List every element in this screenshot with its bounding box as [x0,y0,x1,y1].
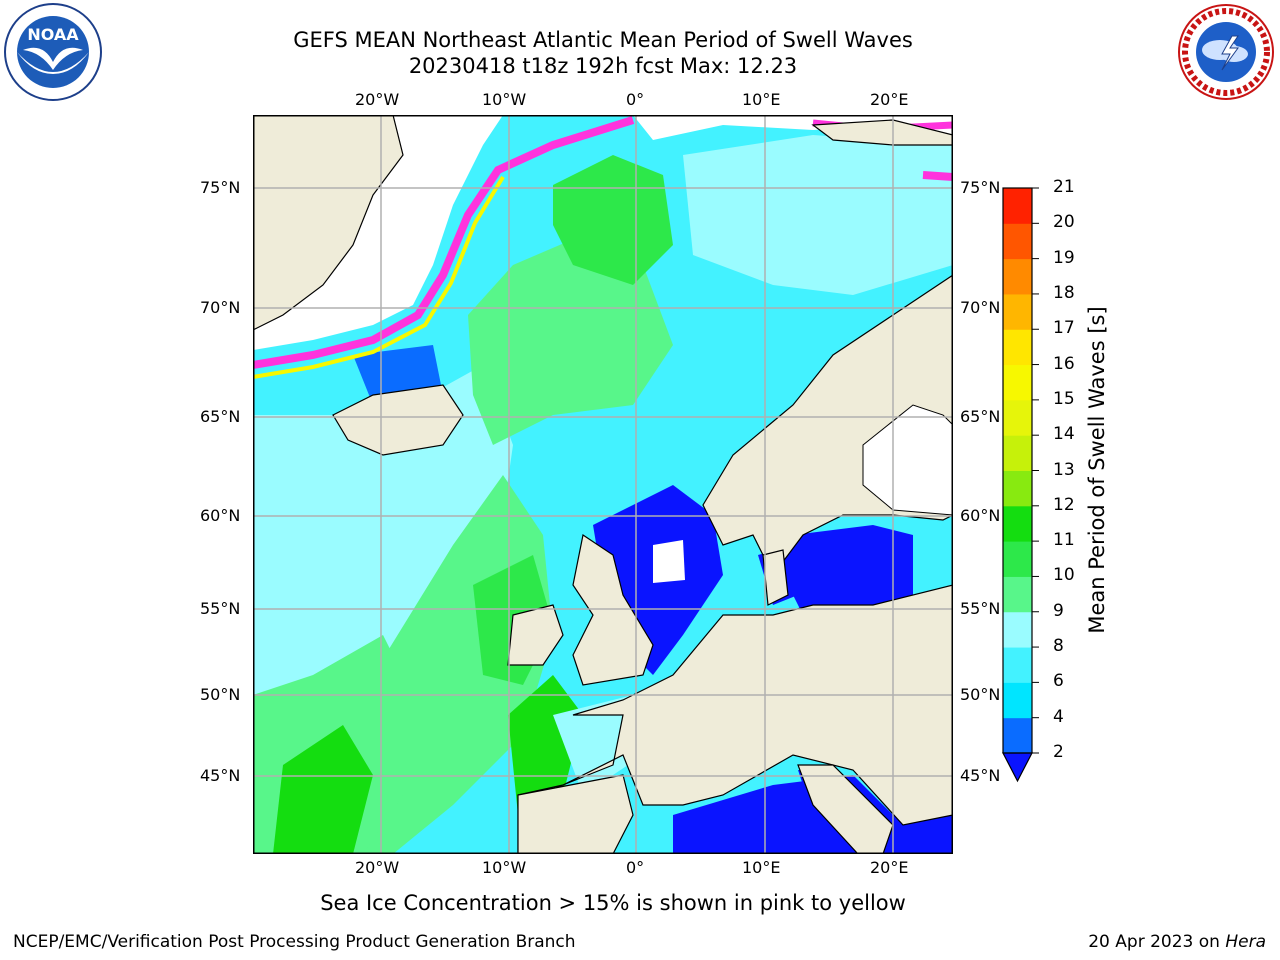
colorbar-under-arrow [1002,752,1033,783]
colorbar-segment [1003,329,1032,366]
lat-label-left-50n: 50°N [200,685,241,704]
colorbar-segment [1003,188,1032,224]
colorbar-segment [1003,399,1032,436]
colorbar-tick-label: 15 [1053,388,1075,409]
colorbar-segment [1003,576,1032,613]
colorbar-tick-label: 20 [1053,212,1075,233]
lon-label-top-10w: 10°W [482,90,527,109]
lon-label-top-20e: 20°E [870,90,909,109]
sea-ice-edge-greenland-yellow [253,175,505,379]
colorbar-tick-label: 17 [1053,318,1075,339]
colorbar-tick-label: 9 [1053,600,1064,621]
lat-label-left-75n: 75°N [200,178,241,197]
colorbar-tick-label: 6 [1053,671,1064,692]
colorbar-tick-label: 13 [1053,459,1075,480]
colorbar-segment [1003,717,1032,754]
lat-label-right-50n: 50°N [960,685,1001,704]
colorbar-segment [1003,470,1032,507]
land-great-britain [572,534,654,686]
colorbar-tick-label: 2 [1053,742,1064,762]
land-finland-lake [862,404,953,516]
lon-label-bottom-20w: 20°W [355,858,400,877]
colorbar-tick-label: 14 [1053,424,1075,445]
lat-label-right-55n: 55°N [960,599,1001,618]
lat-label-right-45n: 45°N [960,766,1001,785]
noaa-logo: NOAA [3,2,103,102]
chart-subtitle: 20230418 t18z 192h fcst Max: 12.23 [408,54,798,78]
field-light-cyan-barents [683,135,953,295]
colorbar-segment [1003,541,1032,577]
colorbar-tick-label: 11 [1053,530,1075,551]
sea-ice-edge-greenland [253,116,635,369]
colorbar-tick-label: 4 [1053,706,1064,727]
lat-label-left-60n: 60°N [200,506,241,525]
graticule [253,115,953,854]
lat-label-left-65n: 65°N [200,407,241,426]
colorbar-segment [1003,364,1032,401]
stamp-date: 20 Apr 2023 on [1088,932,1220,952]
lon-label-top-20w: 20°W [355,90,400,109]
date-stamp: 20 Apr 2023 on Hera [1088,932,1266,952]
colorbar-tick-label: 16 [1053,353,1075,374]
svg-text:NOAA: NOAA [27,25,79,44]
lat-label-right-65n: 65°N [960,407,1001,426]
land-italy [797,764,894,854]
field-cyan-bay-biscay [553,695,643,795]
colorbar-tick-label: 8 [1053,636,1064,657]
colorbar-tick-label: 21 [1053,177,1075,197]
land-denmark [762,549,789,606]
field-green-norwegian [468,235,673,445]
land-greenland [253,115,404,331]
lat-label-right-70n: 70°N [960,298,1001,317]
credit-text: NCEP/EMC/Verification Post Processing Pr… [13,932,576,952]
colorbar-segment [1003,505,1032,542]
nws-logo [1176,2,1276,102]
lon-label-bottom-0: 0° [626,858,645,877]
colorbar-segment [1003,293,1032,330]
sea-ice-note: Sea Ice Concentration > 15% is shown in … [320,891,906,915]
lat-label-left-70n: 70°N [200,298,241,317]
sea-ice-edge-east [922,171,953,181]
lat-label-left-55n: 55°N [200,599,241,618]
colorbar-segment [1003,682,1032,719]
colorbar-tick-label: 10 [1053,565,1075,586]
field-bright-green-south [508,675,583,815]
colorbar-segment [1003,258,1032,295]
land-iberia [517,774,634,854]
colorbar-label: Mean Period of Swell Waves [s] [1085,306,1109,634]
colorbar-segment [1003,647,1032,683]
lon-label-top-0: 0° [626,90,645,109]
colorbar [1002,187,1039,783]
colorbar-segment [1003,435,1032,471]
lat-label-right-60n: 60°N [960,506,1001,525]
north-sea-ice-white [653,540,685,583]
colorbar-tick-label: 19 [1053,247,1075,268]
lon-label-bottom-10w: 10°W [482,858,527,877]
stamp-machine: Hera [1225,932,1266,952]
colorbar-segment [1003,611,1032,648]
land-iceland [332,384,464,456]
field-bright-green-sw [273,725,373,854]
swell-period-map [253,115,953,854]
lon-label-bottom-10e: 10°E [742,858,781,877]
chart-title: GEFS MEAN Northeast Atlantic Mean Period… [293,28,913,52]
lon-label-bottom-20e: 20°E [870,858,909,877]
colorbar-tick-label: 12 [1053,494,1075,515]
colorbar-segment [1003,223,1032,260]
colorbar-tick-label: 18 [1053,282,1075,303]
lon-label-top-10e: 10°E [742,90,781,109]
lat-label-left-45n: 45°N [200,766,241,785]
lat-label-right-75n: 75°N [960,178,1001,197]
